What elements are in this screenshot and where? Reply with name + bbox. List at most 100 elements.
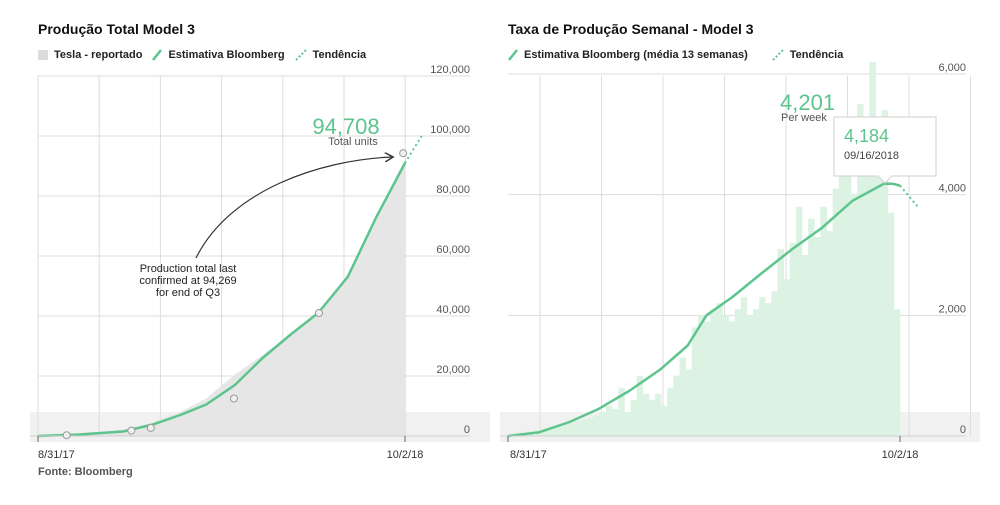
reported-point (127, 426, 136, 435)
legend-label-estimate: Estimativa Bloomberg (168, 49, 285, 61)
weekly-bar (710, 309, 717, 436)
weekly-bar (771, 291, 778, 436)
y-tick-label: 120,000 (430, 64, 470, 76)
left-chart-legend: Tesla - reportado Estimativa Bloomberg T… (38, 49, 376, 61)
y-tick-label: 60,000 (436, 244, 470, 256)
weekly-bar (624, 411, 631, 436)
weekly-bar (655, 393, 662, 436)
y-tick-label: 80,000 (436, 184, 470, 196)
legend-label-weekly-trend: Tendência (789, 49, 844, 61)
weekly-bar (887, 212, 895, 436)
weekly-bar (753, 309, 760, 436)
total-value-label: 94,708 (312, 114, 379, 139)
line-swatch-icon (508, 49, 518, 61)
reported-point (62, 431, 71, 440)
line-swatch-icon (152, 49, 163, 61)
weekly-bar (765, 303, 772, 436)
weekly-bar (795, 206, 803, 436)
weekly-bar (599, 411, 607, 436)
weekly-estimate-line (507, 182, 901, 438)
weekly-bar (881, 110, 889, 436)
weekly-bar (673, 375, 680, 436)
annotation-note-line: for end of Q3 (156, 287, 220, 299)
weekly-bar (550, 426, 558, 436)
annotation-note-line: confirmed at 94,269 (139, 275, 236, 287)
legend-label-weekly-estimate: Estimativa Bloomberg (média 13 semanas) (524, 49, 748, 61)
weekly-bar (838, 134, 846, 437)
weekly-bar (863, 122, 870, 437)
right-chart-title: Taxa de Produção Semanal - Model 3 (508, 21, 754, 37)
weekly-bar (875, 158, 883, 436)
weekly-bar (851, 194, 858, 436)
weekly-bar (808, 218, 815, 436)
weekly-bar (606, 405, 613, 436)
weekly-bar (642, 393, 650, 436)
weekly-bar (667, 387, 674, 436)
weekly-bar (857, 104, 864, 437)
weekly-bar (648, 399, 656, 436)
y-tick-label: 6,000 (938, 62, 966, 74)
legend-item-reported[interactable]: Tesla - reportado (38, 49, 142, 61)
right-chart-legend: Estimativa Bloomberg (média 13 semanas) … (508, 49, 853, 61)
dotted-line-swatch-icon (294, 49, 307, 61)
weekly-bar (593, 414, 601, 436)
reported-area (38, 160, 405, 436)
peak-value-label: 4,201 (780, 90, 835, 115)
dotted-line-swatch-icon (772, 49, 784, 61)
weekly-bar (893, 309, 901, 436)
y-tick-label: 20,000 (436, 364, 470, 376)
annotation-note-line: Production total last (140, 263, 237, 275)
weekly-bar (826, 230, 834, 436)
weekly-bar (716, 303, 723, 436)
y-tick-label: 100,000 (430, 124, 470, 136)
weekly-bar (587, 417, 595, 436)
weekly-bar (636, 375, 644, 436)
legend-item-trend[interactable]: Tendência (294, 49, 367, 61)
weekly-bar (789, 242, 797, 436)
weekly-bar (630, 399, 638, 436)
peak-per-week-label: Per week (781, 112, 827, 124)
weekly-bar (557, 426, 564, 436)
x-tick-label: 8/31/17 (510, 449, 547, 461)
weekly-bar (777, 248, 785, 436)
weekly-bar (544, 428, 552, 436)
y-tick-label: 2,000 (938, 303, 966, 315)
source-note: Fonte: Bloomberg (38, 466, 133, 478)
reported-point (399, 149, 408, 158)
weekly-bar (783, 279, 791, 436)
right-chart-panel: 0 2,000 4,000 6,000 8/31/17 10/2/18 4,201 Per w… (500, 0, 1000, 505)
reported-point (229, 394, 238, 403)
weekly-bar (679, 357, 687, 436)
weekly-bar (759, 297, 766, 436)
left-chart-panel: 0 20,000 40,000 60,000 80,000 100,000 120,000 8… (0, 0, 490, 505)
weekly-bar (563, 423, 570, 436)
legend-item-estimate[interactable]: Estimativa Bloomberg (152, 49, 285, 61)
weekly-bar (802, 255, 809, 436)
weekly-bar (844, 116, 852, 436)
x-tick-label: 10/2/18 (387, 449, 424, 461)
weekly-bar (869, 61, 876, 436)
reported-point (315, 309, 324, 317)
weekly-bar (728, 321, 736, 436)
weekly-bar (734, 309, 742, 436)
weekly-bar (569, 422, 576, 436)
y-tick-label: 4,000 (938, 183, 966, 195)
weekly-bar (691, 327, 699, 436)
tooltip-pointer (877, 175, 893, 184)
legend-label-trend: Tendência (312, 49, 367, 61)
weekly-bar (704, 321, 711, 436)
weekly-bar (746, 315, 754, 436)
weekly-bar (697, 315, 705, 436)
legend-item-weekly-trend[interactable]: Tendência (772, 49, 844, 61)
tooltip-value: 4,184 (844, 126, 889, 146)
trend-line (404, 135, 423, 164)
weekly-bar (722, 315, 729, 436)
x-tick-label: 10/2/18 (882, 449, 919, 461)
x-tick-label: 8/31/17 (38, 449, 75, 461)
legend-item-weekly-estimate[interactable]: Estimativa Bloomberg (média 13 semanas) (508, 49, 748, 61)
tooltip-box (833, 116, 937, 177)
left-chart-title: Produção Total Model 3 (38, 21, 195, 37)
reported-swatch-icon (38, 50, 48, 60)
left-chart-svg: 0 20,000 40,000 60,000 80,000 100,000 120,000 8… (30, 64, 490, 461)
